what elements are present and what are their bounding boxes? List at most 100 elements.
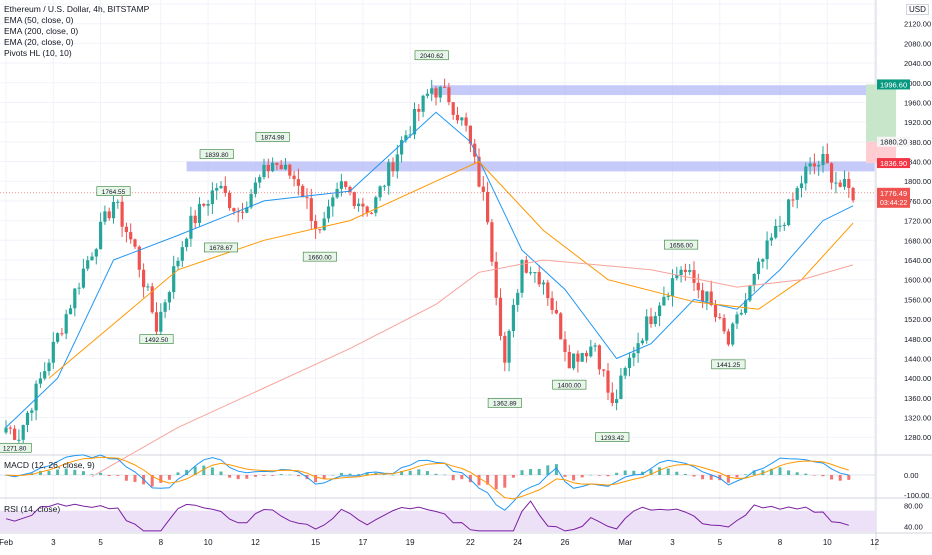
- candle-body: [365, 206, 369, 213]
- candle-body: [193, 215, 197, 223]
- pivot-label: 1678.67: [209, 245, 233, 252]
- candle-body: [90, 256, 94, 261]
- candle-body: [481, 186, 485, 192]
- legend-ema200[interactable]: EMA (200, close, 0): [4, 26, 79, 36]
- candle-body: [812, 163, 816, 167]
- pivot-label: 1441.25: [717, 362, 741, 369]
- chart-legend: Ethereum / U.S. Dollar, 4h, BITSTAMP EMA…: [4, 4, 149, 59]
- candle-body: [314, 220, 318, 230]
- candle-body: [701, 290, 705, 302]
- time-tick-label: 24: [513, 538, 522, 547]
- macd-histogram-bar: [726, 475, 730, 483]
- candle-body: [305, 197, 309, 199]
- candle-body: [107, 211, 111, 219]
- macd-histogram-bar: [752, 470, 756, 475]
- macd-histogram-bar: [116, 475, 120, 476]
- price-level-label: 1836.90: [880, 159, 907, 168]
- candle-body: [490, 222, 494, 262]
- symbol-title[interactable]: Ethereum / U.S. Dollar, 4h, BITSTAMP: [4, 4, 150, 14]
- price-level-tag: [877, 79, 910, 90]
- candle-body: [374, 197, 378, 213]
- last-price-label: 1776.49: [880, 189, 907, 198]
- candle-body: [744, 300, 748, 313]
- candle-body: [25, 412, 30, 425]
- candle-body: [120, 201, 124, 227]
- candle-body: [511, 304, 515, 332]
- candle-body: [99, 221, 103, 250]
- macd-histogram-bar: [167, 475, 171, 480]
- macd-histogram-bar: [99, 472, 103, 475]
- candle-body: [180, 247, 184, 261]
- macd-histogram-bar: [666, 468, 670, 475]
- legend-ema20[interactable]: EMA (20, close, 0): [4, 37, 74, 47]
- rsi-label[interactable]: RSI (14, close): [4, 504, 61, 514]
- candle-body: [649, 316, 653, 325]
- candle-body: [30, 410, 34, 413]
- time-tick-label: 19: [406, 538, 415, 547]
- legend-ema50[interactable]: EMA (50, close, 0): [4, 15, 74, 25]
- macd-histogram-bar: [391, 474, 395, 476]
- candle-body: [163, 302, 167, 312]
- macd-histogram-bar: [529, 469, 533, 475]
- candle-body: [430, 88, 434, 94]
- price-level-tag: [877, 158, 910, 169]
- candle-body: [73, 288, 77, 309]
- price-tick-label: 1440.00: [904, 354, 931, 363]
- candle-body: [17, 439, 21, 441]
- pivot-label-box: [96, 186, 131, 196]
- candle-body: [288, 164, 292, 176]
- candle-body: [722, 317, 726, 332]
- price-level-label: 1880.20: [880, 138, 907, 147]
- candle-body: [352, 192, 356, 207]
- price-tick-label: 2080.00: [904, 39, 931, 48]
- candle-body: [830, 163, 834, 183]
- candle-body: [447, 87, 451, 103]
- resistance-zone: [431, 85, 875, 96]
- pivot-label-box: [664, 239, 699, 250]
- candle-body: [425, 93, 429, 96]
- candle-body: [477, 156, 481, 187]
- macd-histogram-bar: [597, 475, 601, 476]
- candle-body: [309, 198, 313, 221]
- price-tick-label: 1880.00: [904, 138, 931, 147]
- candle-body: [275, 162, 279, 165]
- macd-histogram-bar: [348, 473, 352, 475]
- macd-histogram-bar: [632, 470, 636, 475]
- candle-body: [662, 296, 666, 306]
- legend-pivots[interactable]: Pivots HL (10, 10): [4, 48, 72, 58]
- candle-body: [253, 182, 257, 195]
- macd-histogram-bar: [511, 475, 515, 478]
- price-tick-label: 1560.00: [904, 295, 931, 304]
- macd-histogram-bar: [769, 468, 773, 475]
- stop-zone: [866, 141, 897, 164]
- target-zone: [866, 84, 897, 142]
- bar-countdown: 03:44:22: [880, 200, 907, 207]
- candle-body: [68, 308, 73, 315]
- candle-body: [615, 399, 619, 403]
- last-price-tag: [877, 187, 910, 208]
- candle-body: [606, 370, 610, 393]
- macd-histogram-bar: [494, 475, 498, 490]
- currency-label[interactable]: USD: [906, 4, 929, 15]
- macd-histogram-bar: [417, 469, 421, 475]
- candle-body: [679, 269, 683, 275]
- macd-histogram-bar: [159, 475, 163, 483]
- candle-body: [842, 178, 847, 187]
- pivot-label: 1764.55: [102, 189, 126, 196]
- macd-histogram-bar: [812, 475, 816, 476]
- macd-label[interactable]: MACD (12, 26, close, 9): [4, 460, 95, 470]
- candle-body: [769, 237, 773, 241]
- candle-body: [262, 164, 266, 178]
- rsi-tick-label: 40.00: [904, 523, 923, 532]
- rsi-line: [5, 500, 849, 532]
- price-tick-label: 1520.00: [904, 315, 931, 324]
- candle-body: [610, 392, 614, 403]
- candle-body: [847, 178, 851, 188]
- pivot-label: 1492.50: [145, 337, 169, 344]
- price-tick-label: 1360.00: [904, 394, 931, 403]
- candle-body: [344, 181, 348, 187]
- candle-body: [636, 343, 640, 354]
- macd-histogram-bar: [331, 474, 335, 476]
- macd-histogram-bar: [38, 470, 42, 475]
